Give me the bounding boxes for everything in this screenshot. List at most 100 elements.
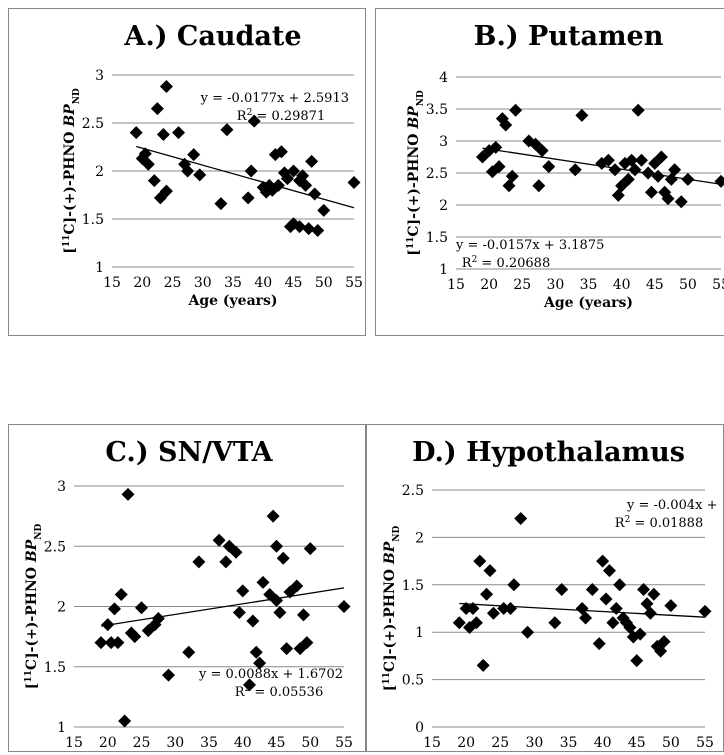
- y-tick-label: 2.5: [82, 116, 104, 132]
- x-axis-label: Age (years): [543, 295, 633, 311]
- y-label-bp: BP: [406, 106, 422, 130]
- y-tick-label: 1.5: [426, 230, 448, 246]
- y-label-isotope: 11: [62, 235, 72, 248]
- data-point: [249, 645, 263, 659]
- r-squared-value: = 0.20688: [477, 256, 550, 271]
- data-point: [633, 627, 647, 641]
- y-tick-label: 2: [439, 198, 448, 214]
- x-tick-label: 25: [491, 735, 509, 751]
- data-point: [592, 637, 606, 651]
- data-point: [499, 118, 513, 132]
- data-point: [643, 606, 657, 620]
- data-point: [623, 620, 637, 634]
- panel-hypothalamus: D.) Hypothalamus 0 0.5 1 1.5 2 2.5 15 20 25 30 35 40…: [366, 424, 724, 752]
- y-tick-label: 1: [415, 625, 424, 641]
- data-point: [606, 616, 620, 630]
- data-point: [300, 636, 314, 650]
- data-point: [568, 163, 582, 177]
- data-point: [181, 164, 195, 178]
- y-tick-label: 1: [439, 262, 448, 278]
- x-tick-label: 35: [580, 277, 598, 293]
- data-point: [647, 587, 661, 601]
- panel-putamen: B.) Putamen 1 1.5 2 2.5 3 3.5 4 15 20 25 30 35 40 45 50…: [375, 8, 724, 336]
- data-point: [599, 592, 613, 606]
- x-tick-label: 55: [696, 735, 714, 751]
- x-tick-label: 30: [166, 735, 184, 751]
- r-squared-label: R: [462, 256, 473, 271]
- data-point: [156, 128, 170, 142]
- data-point: [347, 176, 361, 190]
- x-tick-label: 20: [133, 275, 151, 291]
- data-point: [212, 533, 226, 547]
- chart-title: C.) SN/VTA: [105, 437, 273, 468]
- r-squared-label: R: [235, 685, 246, 700]
- chart-title: B.) Putamen: [474, 21, 664, 52]
- data-point: [674, 195, 688, 209]
- data-point: [271, 178, 285, 192]
- y-axis-label: [11C]-(+)-PHNO BPND: [24, 524, 44, 690]
- data-point: [296, 169, 310, 183]
- y-label-nd: ND: [72, 88, 82, 104]
- data-point: [246, 614, 260, 628]
- data-point: [651, 169, 665, 183]
- data-point: [150, 102, 164, 116]
- y-label-isotope: 11: [406, 237, 416, 250]
- data-point: [220, 123, 234, 137]
- data-point: [473, 554, 487, 568]
- data-point: [308, 187, 322, 201]
- data-point: [637, 583, 651, 597]
- data-point: [337, 600, 351, 613]
- data-point: [681, 172, 695, 186]
- data-point: [303, 542, 317, 556]
- y-label-nd: ND: [416, 90, 426, 106]
- y-label-bp: BP: [382, 541, 398, 565]
- data-point: [579, 611, 593, 625]
- data-point: [256, 575, 270, 589]
- y-label-tracer: C]-(+)-PHNO: [382, 564, 398, 672]
- x-tick-label: 25: [133, 735, 151, 751]
- data-point: [698, 604, 712, 618]
- x-tick-label: 20: [480, 277, 498, 293]
- data-point: [182, 645, 196, 659]
- y-label-prefix: [: [406, 249, 422, 256]
- x-tick-label: 50: [301, 735, 319, 751]
- x-tick-label: 15: [447, 277, 465, 293]
- chart-caudate: A.) Caudate 1 1.5 2 2.5 3 15 20 25 30 35 40 45 50 55 Ag…: [62, 21, 363, 309]
- data-point: [283, 585, 297, 599]
- y-tick-label: 2.5: [426, 166, 448, 182]
- data-point: [172, 126, 186, 140]
- x-tick-label: 30: [525, 735, 543, 751]
- x-tick-label: 45: [285, 275, 303, 291]
- r-squared-value: = 0.01888: [630, 516, 703, 531]
- data-point: [229, 545, 243, 559]
- x-tick-label: 55: [712, 277, 724, 293]
- data-point: [244, 164, 258, 178]
- data-point: [601, 153, 615, 167]
- data-point: [121, 487, 135, 501]
- trendline: [100, 587, 345, 627]
- data-point: [280, 172, 294, 186]
- panel-sn-vta: C.) SN/VTA11.522.53152025303540455055Age…: [8, 424, 366, 752]
- chart-title: A.) Caudate: [123, 21, 301, 52]
- data-point: [290, 579, 304, 593]
- x-tick-label: 15: [103, 275, 121, 291]
- data-point: [241, 191, 255, 205]
- data-point: [270, 593, 283, 607]
- chart-hypothalamus: D.) Hypothalamus 0 0.5 1 1.5 2 2.5 15 20 25 30 35 40…: [382, 437, 723, 751]
- data-point: [187, 148, 201, 162]
- x-tick-label: 45: [646, 277, 664, 293]
- y-tick-label: 3: [95, 68, 104, 84]
- r-squared: R2 = 0.05536: [235, 684, 323, 700]
- y-tick-label: 0: [415, 720, 424, 736]
- r-squared: R2 = 0.29871: [237, 108, 325, 124]
- data-point: [299, 178, 313, 192]
- data-point: [661, 192, 675, 206]
- data-point: [648, 156, 662, 170]
- x-tick-label: 20: [99, 735, 117, 751]
- data-point: [104, 636, 118, 650]
- data-point: [497, 602, 511, 615]
- y-label-nd: ND: [34, 524, 44, 540]
- data-point: [111, 636, 125, 650]
- data-point: [575, 602, 589, 615]
- data-point: [162, 668, 175, 682]
